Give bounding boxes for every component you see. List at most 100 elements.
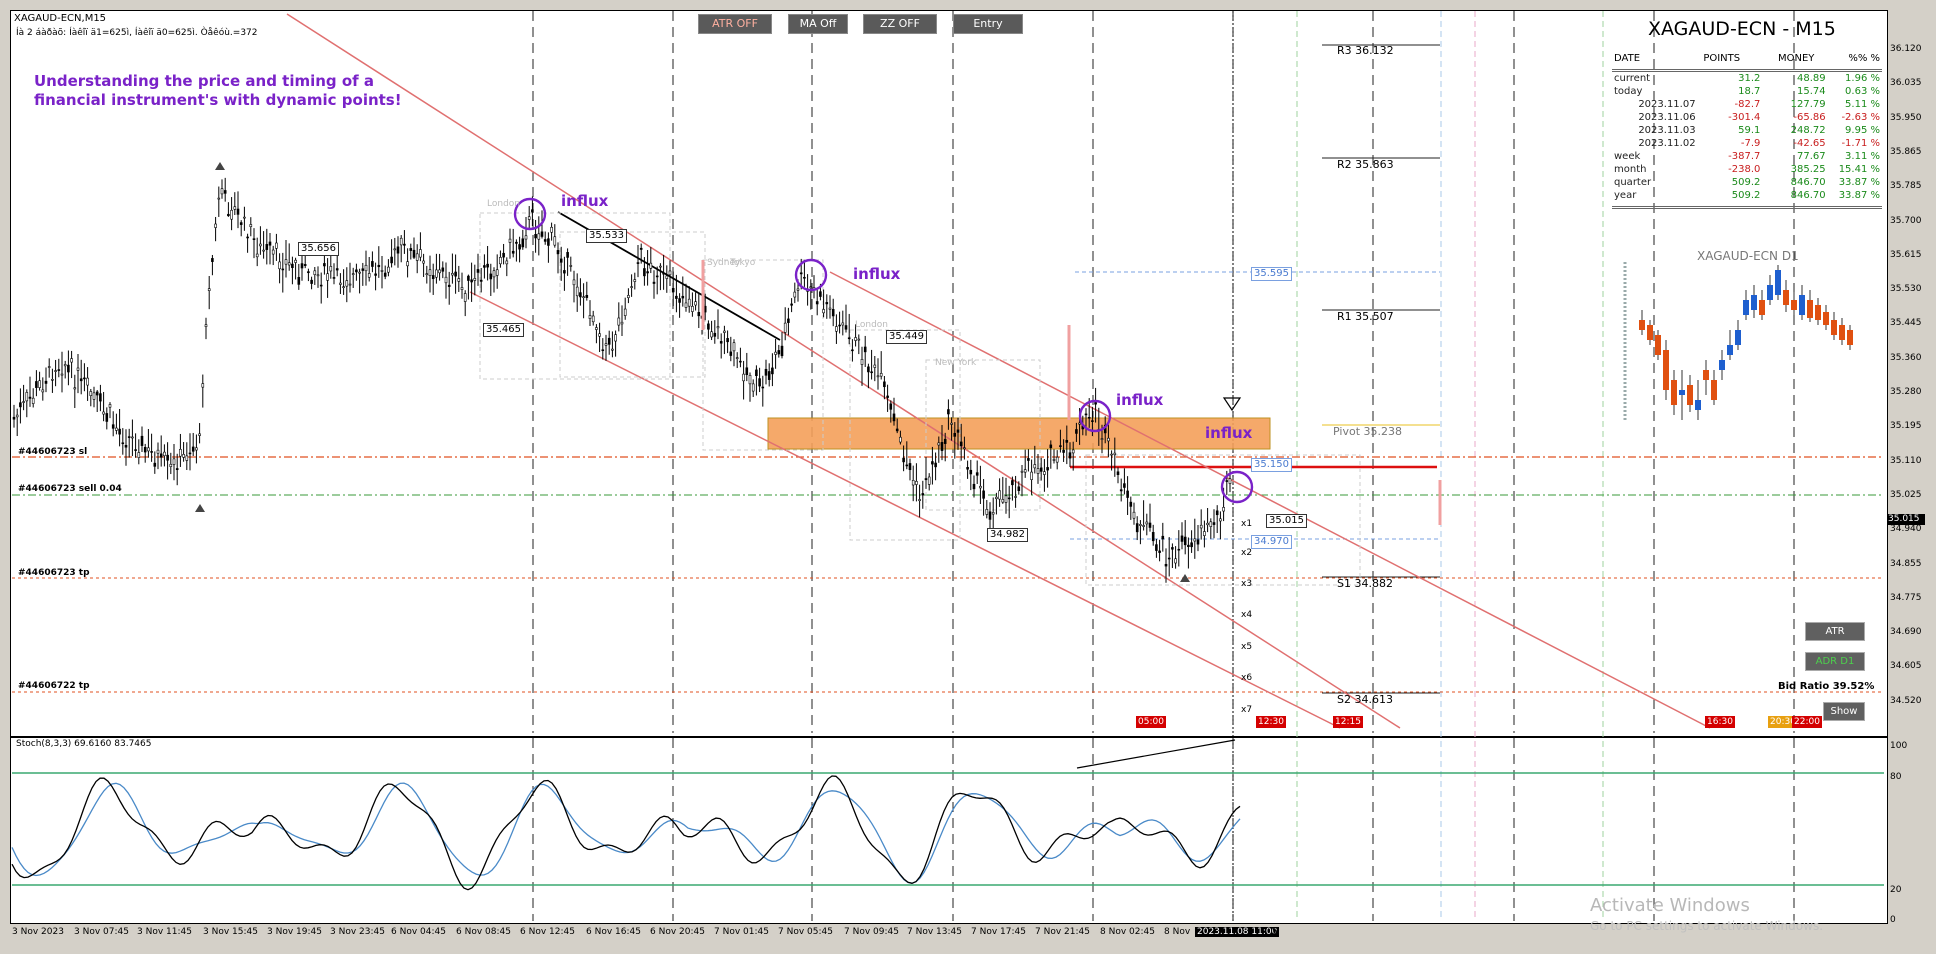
candle-body: [175, 468, 179, 471]
price-tick: 35.700: [1890, 215, 1922, 226]
current-price-tag: 35.015: [1887, 514, 1925, 525]
candle-body: [1107, 437, 1110, 442]
stats-row: today 18.7 15.74 0.63 %: [1612, 85, 1882, 98]
atr-button[interactable]: ATR: [1805, 622, 1865, 641]
headline-line-1: Understanding the price and timing of a: [34, 72, 375, 90]
pivot-arrow: [215, 162, 225, 170]
atr-toggle-button[interactable]: ATR OFF: [698, 14, 772, 34]
candle-body: [355, 269, 358, 273]
stats-row-label: year: [1614, 190, 1637, 201]
candle-body: [511, 250, 515, 254]
candle-body: [393, 248, 397, 251]
show-button[interactable]: Show: [1823, 702, 1865, 721]
order-tp-label-2[interactable]: #44606722 tp: [18, 681, 90, 691]
candle-body: [950, 422, 953, 425]
candle-body: [374, 273, 377, 276]
candle-body: [591, 315, 595, 323]
adr-d1-button[interactable]: ADR D1: [1805, 652, 1865, 671]
candle-body: [620, 321, 624, 325]
candle-body: [367, 273, 371, 278]
candle-body: [675, 295, 678, 299]
candle-body: [662, 272, 665, 275]
ma-toggle-button[interactable]: MA Off: [788, 14, 848, 34]
time-tick: 3 Nov 19:45: [267, 927, 322, 937]
candle-body: [982, 490, 985, 499]
entry-button[interactable]: Entry: [953, 14, 1023, 34]
price-tick: 35.280: [1890, 387, 1922, 397]
candle-body: [70, 358, 73, 363]
stats-table: DATE POINTS MONEY %% % current 31.2 48.89 1…: [1612, 52, 1882, 209]
candle-body: [710, 331, 713, 338]
candle-body: [115, 427, 118, 431]
stoch-tick: 0: [1890, 915, 1896, 925]
candle-body: [1049, 444, 1053, 449]
main-chart-panel[interactable]: [10, 10, 1888, 737]
candle-body: [707, 323, 710, 330]
candle-body: [143, 447, 147, 453]
candle-body: [652, 281, 656, 284]
x-marker: x2: [1241, 548, 1253, 558]
candle-body: [294, 259, 297, 263]
stats-cell: 9.95 %: [1845, 125, 1880, 136]
candle-body: [1161, 535, 1165, 540]
candle-body: [1158, 550, 1161, 553]
candle-body: [847, 337, 851, 340]
candle-body: [351, 273, 355, 275]
candle-body: [633, 279, 637, 282]
candle-body: [307, 271, 310, 274]
stoch-label: Stoch(8,3,3) 69.6160 83.7465: [16, 739, 152, 749]
stats-cell: 48.89: [1796, 73, 1826, 84]
candle-body: [668, 270, 672, 276]
price-tick: 34.940: [1890, 524, 1922, 535]
candle-body: [883, 381, 886, 388]
candle-body: [1171, 547, 1174, 550]
mini-candle-body: [1799, 295, 1805, 315]
candle-body: [1212, 522, 1216, 525]
candle-body: [134, 449, 137, 451]
x-marker: x1: [1241, 519, 1253, 529]
candle-body: [1174, 558, 1177, 564]
stats-row-label: quarter: [1614, 177, 1652, 188]
candle-body: [47, 366, 51, 368]
stats-row-label: 2023.11.07: [1638, 99, 1696, 110]
candle-body: [431, 275, 435, 280]
order-sl-label[interactable]: #44606723 sl: [18, 447, 88, 457]
mini-candle-body: [1687, 385, 1693, 405]
candle-body: [1116, 471, 1120, 475]
candle-body: [1222, 507, 1225, 512]
mini-candle-body: [1695, 400, 1701, 410]
candle-body: [940, 442, 944, 451]
candle-body: [659, 265, 662, 268]
candle-body: [214, 223, 217, 228]
pivot-s2: S2 34.613: [1337, 693, 1393, 706]
mini-candle-body: [1639, 320, 1645, 330]
x-marker: x6: [1241, 673, 1253, 683]
mini-candle-body: [1759, 300, 1765, 315]
stats-cell: 15.74: [1796, 86, 1826, 97]
stats-row: week -387.7 77.67 3.11 %: [1612, 150, 1882, 163]
order-sell-label[interactable]: #44606723 sell 0.04: [18, 484, 122, 494]
candle-body: [1180, 535, 1184, 542]
candle-body: [339, 282, 342, 285]
candle-body: [319, 284, 323, 287]
stats-row-label: 2023.11.02: [1638, 138, 1696, 149]
candle-body: [1011, 480, 1014, 486]
candle-body: [396, 246, 400, 254]
stoch-panel[interactable]: [10, 737, 1888, 924]
order-tp-label[interactable]: #44606723 tp: [18, 568, 90, 578]
candle-body: [1203, 531, 1206, 536]
zz-toggle-button[interactable]: ZZ OFF: [863, 14, 937, 34]
candle-body: [879, 373, 883, 377]
candle-body: [329, 266, 333, 272]
stats-row-label: 2023.11.03: [1638, 125, 1696, 136]
candle-body: [767, 371, 771, 380]
candle-body: [473, 278, 477, 281]
stats-cell: 5.11 %: [1845, 99, 1880, 110]
candle-body: [38, 380, 41, 388]
candle-body: [1187, 544, 1190, 547]
time-badge: 12:15: [1333, 716, 1363, 728]
stats-cell: 1.96 %: [1845, 73, 1880, 84]
candle-body: [1075, 429, 1078, 434]
candle-body: [361, 268, 365, 271]
